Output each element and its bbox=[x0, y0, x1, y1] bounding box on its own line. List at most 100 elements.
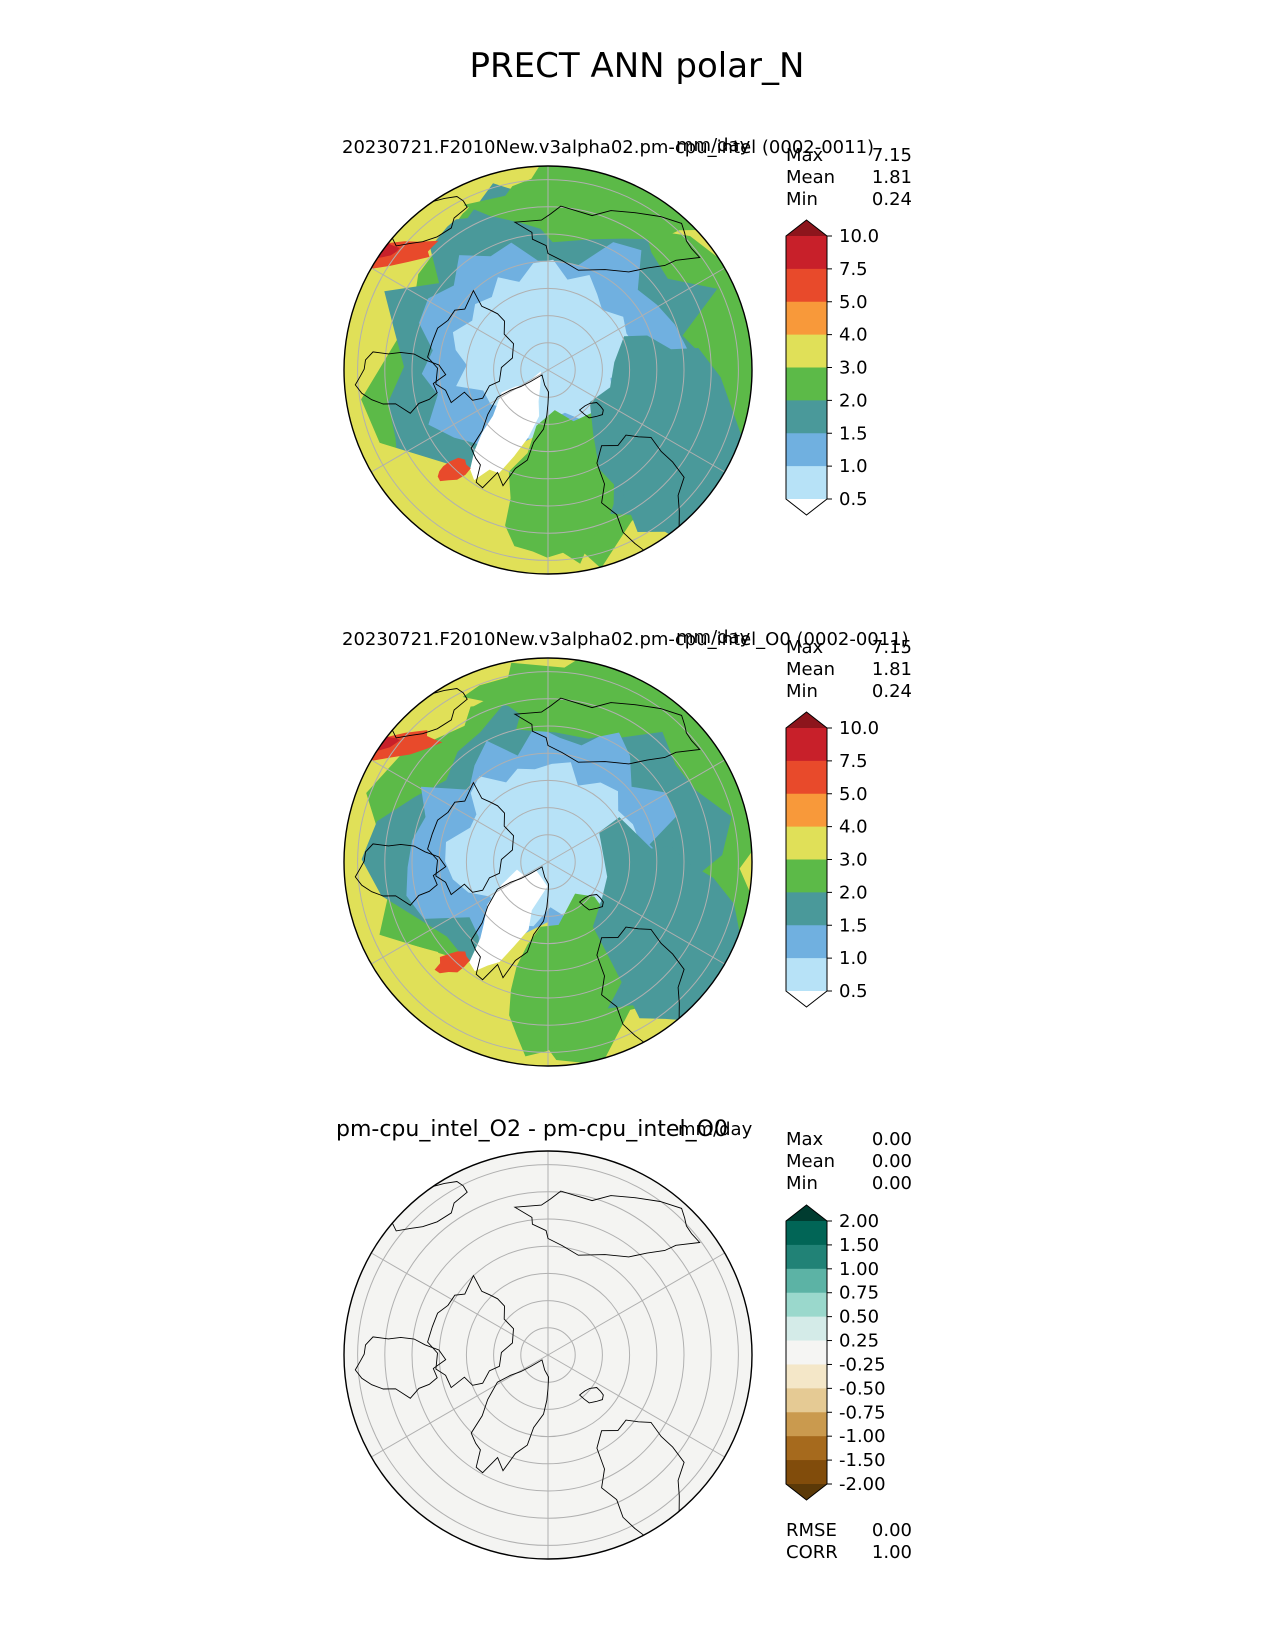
coastline bbox=[578, 894, 604, 911]
colorbar-segment bbox=[786, 760, 827, 795]
colorbar-extend-min bbox=[786, 499, 827, 515]
stat-rmse-value: 0.00 bbox=[872, 1520, 912, 1541]
stat-mean-value: 1.81 bbox=[872, 659, 912, 680]
coastline bbox=[513, 1190, 701, 1258]
colorbar-segment bbox=[786, 367, 827, 401]
colorbar-tick-label: 3.0 bbox=[839, 358, 868, 379]
stats-block: Max 7.15 Mean 1.81 Min 0.24 bbox=[786, 637, 912, 702]
stat-mean-label: Mean bbox=[786, 1151, 835, 1172]
panel-1: 20230721.F2010New.v3alpha02.pm-cpu_intel… bbox=[342, 135, 912, 575]
colorbar: 10.0 7.5 5.0 4.0 3.0 2.0 1.5 1.0 0.5 bbox=[785, 711, 879, 1008]
colorbar-extend-min bbox=[786, 1484, 827, 1500]
colorbar-segment bbox=[786, 793, 827, 828]
coastline bbox=[470, 866, 550, 981]
colorbar-segment bbox=[786, 1221, 827, 1246]
polar-map bbox=[343, 657, 753, 1067]
stat-max-value: 7.15 bbox=[872, 637, 912, 658]
colorbar: 2.00 1.50 1.00 0.75 0.50 0.25-0.25 -0.50 -0.75 -… bbox=[785, 1204, 886, 1501]
panel-title: 20230721.F2010New.v3alpha02.pm-cpu_intel… bbox=[342, 629, 909, 650]
colorbar-segment bbox=[786, 826, 827, 860]
footer-stats: RMSE 0.00 CORR 1.00 bbox=[786, 1520, 912, 1563]
stats-block: Max 7.15 Mean 1.81 Min 0.24 bbox=[786, 145, 912, 210]
stat-mean-label: Mean bbox=[786, 167, 835, 188]
colorbar-segment bbox=[786, 1436, 827, 1461]
colorbar-segment bbox=[786, 859, 827, 893]
stat-mean-value: 1.81 bbox=[872, 167, 912, 188]
stat-min-value: 0.00 bbox=[872, 1173, 912, 1194]
coastline bbox=[354, 351, 447, 414]
colorbar-segment bbox=[786, 1460, 827, 1485]
colorbar-tick-label: 0.25 bbox=[839, 1331, 879, 1352]
colorbar-tick-label: 5.0 bbox=[839, 292, 868, 313]
polar-map bbox=[343, 165, 753, 575]
colorbar-extend-max bbox=[786, 1205, 827, 1221]
colorbar-tick-label: 0.50 bbox=[839, 1307, 879, 1328]
stat-max-label: Max bbox=[786, 145, 824, 166]
stat-rmse-label: RMSE bbox=[786, 1520, 837, 1541]
stat-corr-label: CORR bbox=[786, 1542, 838, 1563]
field-siberia bbox=[509, 893, 626, 1062]
colorbar-tick-label: 1.0 bbox=[839, 456, 868, 477]
stat-min-label: Min bbox=[786, 1173, 818, 1194]
colorbar-tick-label: -2.00 bbox=[839, 1474, 886, 1495]
colorbar-segment bbox=[786, 892, 827, 926]
colorbar-tick-label: 0.5 bbox=[839, 981, 868, 1002]
stat-min-label: Min bbox=[786, 189, 818, 210]
colorbar-tick-label: 1.50 bbox=[839, 1235, 879, 1256]
meridian bbox=[371, 267, 549, 371]
colorbar-segment bbox=[786, 958, 827, 992]
field-siberia bbox=[505, 410, 623, 564]
colorbar-tick-label: 5.0 bbox=[839, 784, 868, 805]
coastline bbox=[388, 1181, 468, 1232]
coastline bbox=[470, 1359, 550, 1474]
colorbar-tick-label: 1.5 bbox=[839, 423, 868, 444]
colorbar-tick-label: 2.0 bbox=[839, 882, 868, 903]
panel-units: mm/day bbox=[678, 1119, 753, 1140]
meridian bbox=[371, 1252, 549, 1356]
coastline bbox=[427, 289, 514, 404]
colorbar-tick-label: 10.0 bbox=[839, 226, 879, 247]
panel-3: pm-cpu_intel_O2 - pm-cpu_intel_O0 mm/day… bbox=[336, 1117, 912, 1563]
map-boundary bbox=[343, 657, 753, 1067]
colorbar-tick-label: -0.25 bbox=[839, 1354, 886, 1375]
colorbar-segment bbox=[786, 466, 827, 500]
colorbar-tick-label: 10.0 bbox=[839, 718, 879, 739]
colorbar-tick-label: -0.50 bbox=[839, 1378, 886, 1399]
colorbar-tick-label: 1.0 bbox=[839, 948, 868, 969]
colorbar: 10.0 7.5 5.0 4.0 3.0 2.0 1.5 1.0 0.5 bbox=[785, 219, 879, 516]
coastlines bbox=[354, 196, 701, 555]
stat-min-label: Min bbox=[786, 681, 818, 702]
map-boundary bbox=[343, 165, 753, 575]
colorbar-extend-max bbox=[786, 712, 827, 728]
colorbar-tick-label: 0.5 bbox=[839, 489, 868, 510]
colorbar-extend-max bbox=[786, 220, 827, 236]
colorbar-segment bbox=[786, 1244, 827, 1270]
polar-map bbox=[343, 1150, 753, 1560]
stat-max-value: 7.15 bbox=[872, 145, 912, 166]
coastline bbox=[388, 688, 468, 739]
coastline bbox=[578, 402, 604, 419]
meridian bbox=[547, 861, 725, 965]
panel-units: mm/day bbox=[676, 135, 751, 156]
colorbar-tick-label: -0.75 bbox=[839, 1402, 886, 1423]
meridian bbox=[547, 267, 725, 371]
colorbar-tick-label: 2.00 bbox=[839, 1211, 879, 1232]
stat-max-label: Max bbox=[786, 637, 824, 658]
colorbar-segment bbox=[786, 1412, 827, 1437]
panel-units: mm/day bbox=[676, 627, 751, 648]
meridian bbox=[547, 369, 725, 473]
colorbar-tick-label: 1.00 bbox=[839, 1259, 879, 1280]
field-max-alaska bbox=[434, 951, 470, 974]
colorbar-tick-label: 7.5 bbox=[839, 259, 868, 280]
colorbar-tick-label: -1.00 bbox=[839, 1426, 886, 1447]
colorbar-segment bbox=[786, 1388, 827, 1413]
panel-title: pm-cpu_intel_O2 - pm-cpu_intel_O0 bbox=[336, 1117, 728, 1142]
colorbar-segment bbox=[786, 1292, 827, 1318]
colorbar-segment bbox=[786, 236, 827, 270]
colorbar-segment bbox=[786, 334, 827, 368]
meridian bbox=[547, 759, 725, 863]
colorbar-segment bbox=[786, 1268, 827, 1294]
stat-max-label: Max bbox=[786, 1129, 824, 1150]
meridian bbox=[371, 759, 549, 863]
